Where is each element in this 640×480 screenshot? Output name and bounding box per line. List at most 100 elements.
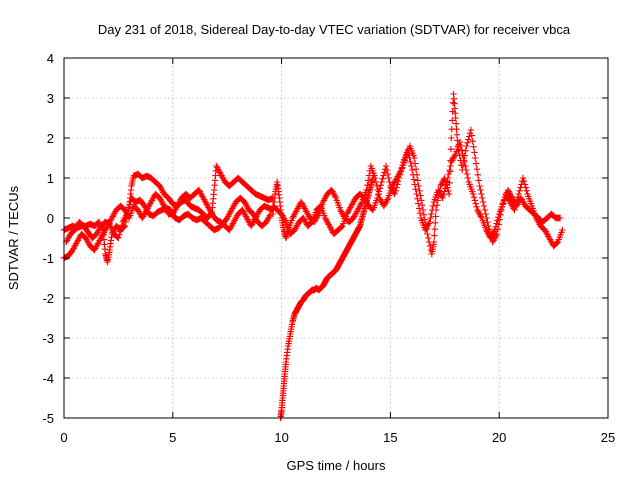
- data-point: [116, 228, 124, 235]
- data-point: [459, 150, 466, 158]
- data-point: [378, 178, 385, 186]
- y-tick-label: -3: [42, 331, 54, 346]
- data-point: [468, 132, 475, 139]
- data-point: [463, 170, 471, 178]
- data-points: [60, 90, 566, 422]
- data-point: [398, 165, 405, 172]
- data-point: [393, 184, 400, 191]
- data-point: [117, 225, 125, 232]
- data-point: [374, 194, 381, 202]
- data-point: [412, 186, 419, 193]
- y-tick-label: 1: [47, 171, 54, 186]
- data-point: [412, 160, 419, 167]
- data-point: [456, 138, 464, 146]
- data-point: [385, 174, 392, 182]
- data-point: [413, 190, 420, 198]
- data-point: [476, 182, 483, 190]
- data-point: [116, 231, 123, 238]
- data-point: [520, 178, 528, 185]
- data-point: [433, 202, 441, 209]
- data-point: [406, 154, 413, 162]
- data-point: [462, 166, 470, 174]
- data-point: [391, 190, 398, 198]
- data-point: [121, 222, 129, 230]
- data-point: [480, 202, 488, 210]
- data-point: [377, 182, 385, 189]
- data-point: [475, 177, 482, 184]
- data-point: [392, 187, 399, 194]
- data-point: [462, 147, 469, 154]
- data-point: [415, 200, 422, 207]
- plot-frame: [63, 57, 609, 419]
- data-point: [123, 210, 131, 218]
- data-point: [492, 223, 499, 230]
- y-tick-label: 4: [47, 51, 54, 66]
- y-tick-label: -5: [42, 411, 54, 426]
- data-point: [426, 218, 433, 226]
- data-point: [484, 218, 491, 226]
- data-point: [491, 226, 499, 234]
- data-point: [379, 175, 386, 182]
- data-point: [559, 226, 566, 234]
- data-point: [417, 192, 424, 199]
- data-point: [442, 182, 450, 189]
- chart-title: Day 231 of 2018, Sidereal Day-to-day VTE…: [98, 22, 571, 37]
- data-point: [419, 206, 427, 214]
- data-point: [375, 188, 383, 195]
- data-point: [380, 172, 387, 179]
- data-point: [473, 203, 480, 210]
- data-point: [126, 201, 133, 208]
- data-point: [482, 210, 489, 218]
- data-point: [430, 238, 438, 246]
- data-point: [416, 187, 423, 194]
- data-point: [441, 188, 448, 195]
- data-point: [445, 170, 452, 178]
- data-point: [447, 162, 454, 170]
- data-point: [469, 138, 476, 145]
- data-point: [384, 170, 391, 178]
- data-point: [495, 214, 502, 221]
- data-point: [443, 178, 451, 186]
- data-point: [448, 134, 455, 142]
- data-point: [405, 150, 412, 158]
- y-axis-label: SDTVAR / TECUs: [6, 185, 21, 290]
- data-point: [523, 187, 530, 194]
- data-point: [471, 149, 478, 156]
- data-point: [124, 207, 132, 214]
- data-point: [376, 185, 384, 192]
- data-point: [125, 204, 133, 211]
- data-point: [453, 126, 460, 133]
- data-point: [369, 174, 377, 182]
- data-point: [449, 99, 457, 106]
- data-point: [470, 143, 477, 150]
- data-point: [429, 202, 437, 210]
- data-point: [404, 146, 412, 154]
- data-point: [463, 142, 470, 150]
- data-point: [396, 171, 404, 178]
- data-point: [452, 120, 460, 127]
- y-tick-label: 0: [47, 211, 54, 226]
- data-point: [446, 166, 453, 174]
- data-point: [415, 205, 423, 212]
- data-point: [521, 181, 529, 188]
- data-point: [372, 178, 380, 186]
- data-point: [469, 190, 477, 198]
- data-point: [427, 214, 434, 222]
- x-tick-labels: 0 5 10 15 20 25: [60, 430, 615, 445]
- data-point: [416, 210, 424, 217]
- data-point: [399, 162, 406, 169]
- data-point: [407, 158, 414, 166]
- x-tick-label: 20: [492, 430, 506, 445]
- data-point: [414, 177, 422, 184]
- data-point: [418, 202, 426, 209]
- data-point: [415, 182, 422, 190]
- data-point: [477, 186, 484, 194]
- data-point: [431, 232, 438, 239]
- y-tick-label: -2: [42, 291, 54, 306]
- data-point: [516, 187, 523, 194]
- data-point: [515, 190, 522, 198]
- data-point: [452, 114, 459, 122]
- data-point: [408, 166, 416, 174]
- data-point: [478, 190, 485, 198]
